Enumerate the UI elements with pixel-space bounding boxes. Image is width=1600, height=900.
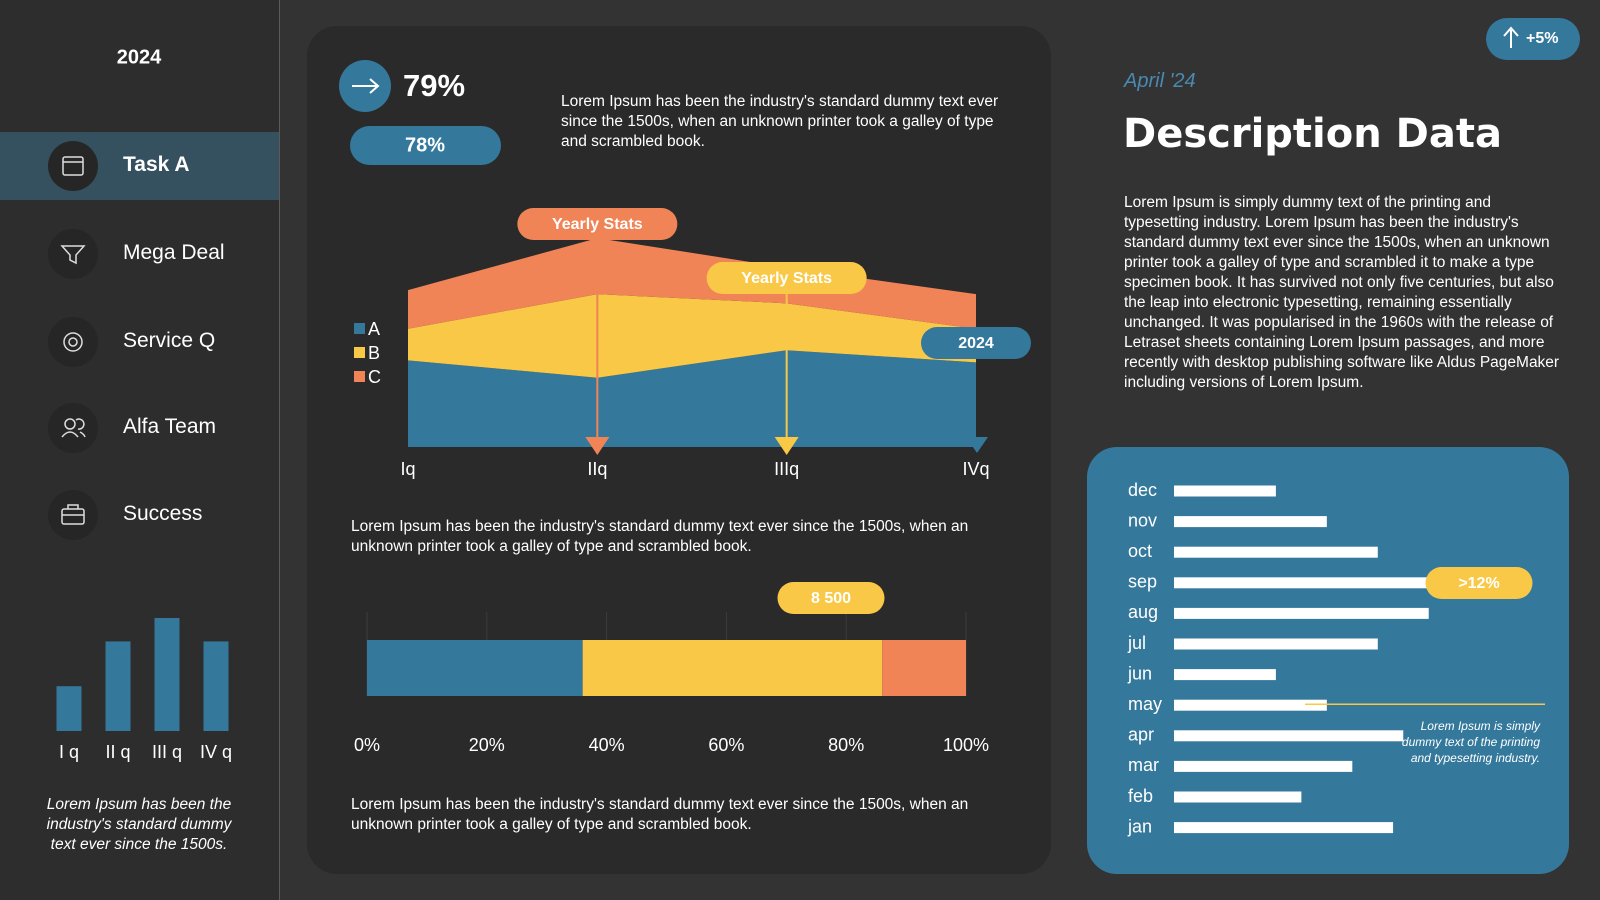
y-tick-label: mar xyxy=(1128,755,1159,775)
annotation-pill xyxy=(706,262,867,294)
menu-item[interactable]: Service Q xyxy=(123,329,216,352)
legend-swatch xyxy=(354,323,365,334)
x-tick-label: 80% xyxy=(828,735,864,755)
menu-item[interactable]: Alfa Team xyxy=(123,415,216,438)
bar xyxy=(1174,546,1378,558)
paragraph: Lorem Ipsum is simply dummy text of the … xyxy=(1124,194,1560,391)
y-tick-label: jun xyxy=(1127,663,1152,683)
menu-glyphs xyxy=(60,156,86,525)
bar xyxy=(1174,485,1276,497)
x-tick-label: II q xyxy=(105,742,130,762)
y-tick-label: apr xyxy=(1128,725,1154,745)
bar xyxy=(56,686,82,731)
y-tick-label: jan xyxy=(1127,816,1152,836)
arrow-icon xyxy=(352,78,380,94)
bar-segment xyxy=(367,640,583,696)
annotation-pill xyxy=(921,327,1031,359)
annotation: 2024 xyxy=(958,335,994,352)
bar xyxy=(1174,577,1429,589)
legend-swatch xyxy=(354,347,365,358)
x-tick-label: 20% xyxy=(469,735,505,755)
bar xyxy=(1174,516,1327,528)
card-text: Lorem Ipsum has been the industry's stan… xyxy=(351,518,969,555)
bar xyxy=(1174,669,1276,681)
bar xyxy=(154,618,180,731)
active-item[interactable] xyxy=(0,132,279,200)
bar xyxy=(1174,791,1302,803)
x-tick-label: III q xyxy=(152,742,182,762)
headline: 79% xyxy=(403,68,465,103)
pointer-head xyxy=(585,437,610,455)
y-tick-label: sep xyxy=(1128,572,1157,592)
legend-swatch xyxy=(354,371,365,382)
date: April '24 xyxy=(1124,70,1196,92)
menu-item[interactable]: Mega Deal xyxy=(123,241,225,264)
annotation: Yearly Stats xyxy=(741,270,832,287)
menu-icons xyxy=(48,141,98,540)
title: Description Data xyxy=(1123,111,1502,157)
badge-label: +5% xyxy=(1526,30,1558,47)
x-tick-label: IVq xyxy=(962,459,989,479)
x-tick-label: 0% xyxy=(354,735,380,755)
card xyxy=(307,26,1051,874)
y-tick-label: nov xyxy=(1128,510,1157,530)
y-tick-label: aug xyxy=(1128,602,1158,622)
annotation-pill xyxy=(1425,567,1533,599)
year: 2024 xyxy=(117,46,162,68)
annotation-pill xyxy=(777,582,885,614)
area xyxy=(408,294,976,378)
x-tick-label: IIIq xyxy=(774,459,799,479)
bar xyxy=(1174,607,1429,619)
bar xyxy=(105,641,131,731)
sidebar-note: Lorem Ipsum has been the industry's stan… xyxy=(46,796,232,853)
annotation-pill xyxy=(517,208,678,240)
pill xyxy=(350,126,501,165)
card-text: Lorem Ipsum has been the industry's stan… xyxy=(351,796,969,833)
x-tick-label: IIq xyxy=(587,459,607,479)
pointer-head xyxy=(774,437,799,455)
bar xyxy=(1174,699,1327,711)
x-tick-label: 60% xyxy=(708,735,744,755)
bar-segment xyxy=(882,640,966,696)
x-tick-label: I q xyxy=(59,742,79,762)
annotation: >12% xyxy=(1458,575,1499,592)
menu-item[interactable]: Task A xyxy=(123,153,190,176)
area xyxy=(408,350,976,447)
month-panel xyxy=(1087,447,1569,874)
bar-segment xyxy=(582,640,883,696)
legend-label: C xyxy=(368,367,381,387)
annotation: 8 500 xyxy=(811,590,851,607)
x-tick-label: Iq xyxy=(400,459,415,479)
menu-item[interactable]: Success xyxy=(123,502,203,525)
bar xyxy=(1174,822,1394,834)
bar xyxy=(1174,760,1353,772)
bar xyxy=(1174,730,1404,742)
x-tick-label: IV q xyxy=(200,742,232,762)
y-tick-label: feb xyxy=(1128,786,1153,806)
bar xyxy=(203,641,229,731)
y-tick-label: jul xyxy=(1127,633,1146,653)
annotation: Yearly Stats xyxy=(552,216,643,233)
area xyxy=(408,238,976,329)
legend-label: B xyxy=(368,343,380,363)
pill-label: 78% xyxy=(405,134,445,156)
x-tick-label: 100% xyxy=(943,735,989,755)
legend-label: A xyxy=(368,319,380,339)
y-tick-label: may xyxy=(1128,694,1162,714)
bar xyxy=(1174,638,1378,650)
pointer-head xyxy=(966,437,988,453)
y-tick-label: dec xyxy=(1128,480,1157,500)
x-tick-label: 40% xyxy=(589,735,625,755)
up-icon xyxy=(1503,26,1519,48)
panel-note: Lorem Ipsum is simply dummy text of the … xyxy=(1401,719,1540,765)
y-tick-label: oct xyxy=(1128,541,1152,561)
card-text: Lorem Ipsum has been the industry's stan… xyxy=(561,93,999,150)
